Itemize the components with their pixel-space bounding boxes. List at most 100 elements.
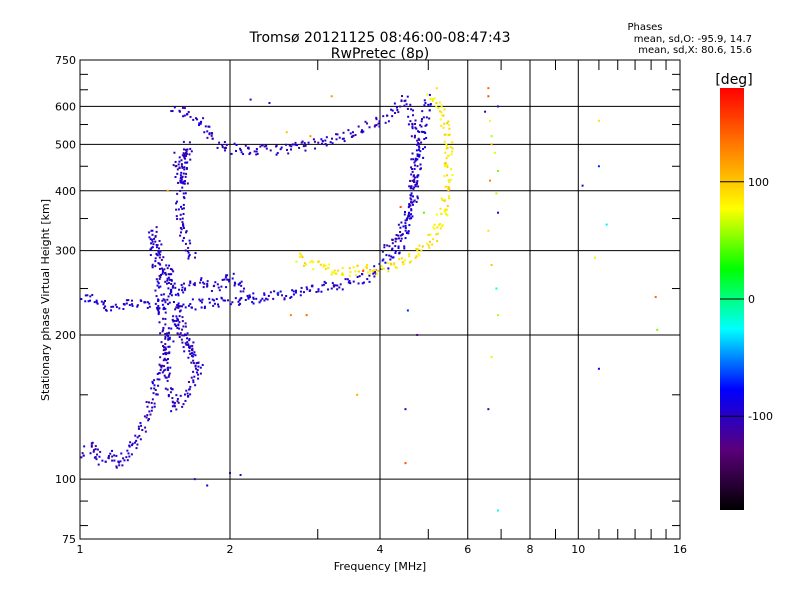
- trace-point: [182, 203, 185, 206]
- trace-point: [182, 403, 185, 406]
- trace-point: [162, 359, 165, 362]
- trace-point: [179, 213, 182, 216]
- trace-point: [440, 104, 443, 107]
- trace-point: [435, 105, 438, 108]
- trace-point: [167, 337, 170, 340]
- trace-point: [166, 352, 169, 355]
- trace-point: [304, 144, 307, 147]
- trace-point: [336, 284, 339, 287]
- trace-point: [406, 95, 409, 98]
- trace-point: [192, 379, 195, 382]
- trace-point: [182, 225, 185, 228]
- trace-point: [187, 251, 190, 254]
- trace-point: [206, 280, 209, 283]
- trace-point: [251, 301, 254, 304]
- trace-point: [413, 199, 416, 202]
- trace-point: [225, 143, 228, 146]
- trace-point: [414, 122, 417, 125]
- trace-point: [350, 135, 353, 138]
- trace-point: [301, 140, 304, 143]
- trace-point: [89, 452, 92, 455]
- scatter-point: [422, 211, 425, 214]
- trace-point: [338, 136, 341, 139]
- trace-point: [161, 270, 164, 273]
- trace-point: [156, 372, 159, 375]
- trace-point: [234, 297, 237, 300]
- trace-point: [187, 110, 190, 113]
- trace-point: [171, 397, 174, 400]
- trace-point: [210, 134, 213, 137]
- trace-point: [193, 284, 196, 287]
- trace-point: [180, 228, 183, 231]
- trace-point: [158, 262, 161, 265]
- trace-point: [408, 224, 411, 227]
- trace-point: [427, 233, 430, 236]
- trace-point: [180, 179, 183, 182]
- trace-point: [417, 185, 420, 188]
- trace-point: [187, 346, 190, 349]
- trace-point: [181, 328, 184, 331]
- trace-point: [151, 233, 154, 236]
- trace-point: [413, 180, 416, 183]
- trace-point: [413, 164, 416, 167]
- trace-point: [381, 267, 384, 270]
- trace-point: [169, 366, 172, 369]
- trace-point: [410, 260, 413, 263]
- trace-point: [203, 131, 206, 134]
- trace-point: [302, 291, 305, 294]
- trace-point: [414, 126, 417, 129]
- trace-point: [158, 372, 161, 375]
- trace-point: [176, 332, 179, 335]
- trace-point: [191, 344, 194, 347]
- trace-point: [191, 347, 194, 350]
- trace-point: [181, 166, 184, 169]
- x-tick-label: 16: [673, 543, 687, 556]
- x-tick-label: 6: [464, 543, 471, 556]
- trace-point: [171, 110, 174, 113]
- trace-point: [172, 401, 175, 404]
- trace-point: [157, 311, 160, 314]
- trace-point: [213, 284, 216, 287]
- y-tick-label: 500: [55, 138, 76, 151]
- trace-point: [188, 388, 191, 391]
- trace-point: [154, 260, 157, 263]
- trace-point: [331, 282, 334, 285]
- trace-point: [197, 365, 200, 368]
- trace-point: [407, 123, 410, 126]
- trace-point: [151, 380, 154, 383]
- trace-point: [206, 130, 209, 133]
- trace-point: [156, 284, 159, 287]
- trace-point: [155, 226, 158, 229]
- trace-point: [401, 95, 404, 98]
- trace-point: [279, 290, 282, 293]
- trace-point: [160, 243, 163, 246]
- trace-point: [381, 259, 384, 262]
- trace-point: [234, 149, 237, 152]
- trace-point: [165, 333, 168, 336]
- trace-point: [162, 352, 165, 355]
- trace-point: [388, 254, 391, 257]
- trace-point: [441, 198, 444, 201]
- trace-point: [159, 356, 162, 359]
- scatter-point: [490, 263, 493, 266]
- trace-point: [160, 258, 163, 261]
- trace-point: [404, 237, 407, 240]
- trace-point: [189, 385, 192, 388]
- trace-point: [375, 124, 378, 127]
- trace-point: [176, 317, 179, 320]
- trace-point: [135, 439, 138, 442]
- trace-point: [174, 286, 177, 289]
- trace-point: [317, 290, 320, 293]
- trace-point: [440, 105, 443, 108]
- trace-point: [333, 269, 336, 272]
- trace-point: [145, 400, 148, 403]
- x-tick-label: 2: [227, 543, 234, 556]
- trace-point: [188, 350, 191, 353]
- trace-point: [383, 244, 386, 247]
- trace-point: [102, 301, 105, 304]
- trace-point: [394, 252, 397, 255]
- trace-point: [404, 224, 407, 227]
- trace-point: [420, 249, 423, 252]
- trace-point: [186, 112, 189, 115]
- trace-point: [433, 97, 436, 100]
